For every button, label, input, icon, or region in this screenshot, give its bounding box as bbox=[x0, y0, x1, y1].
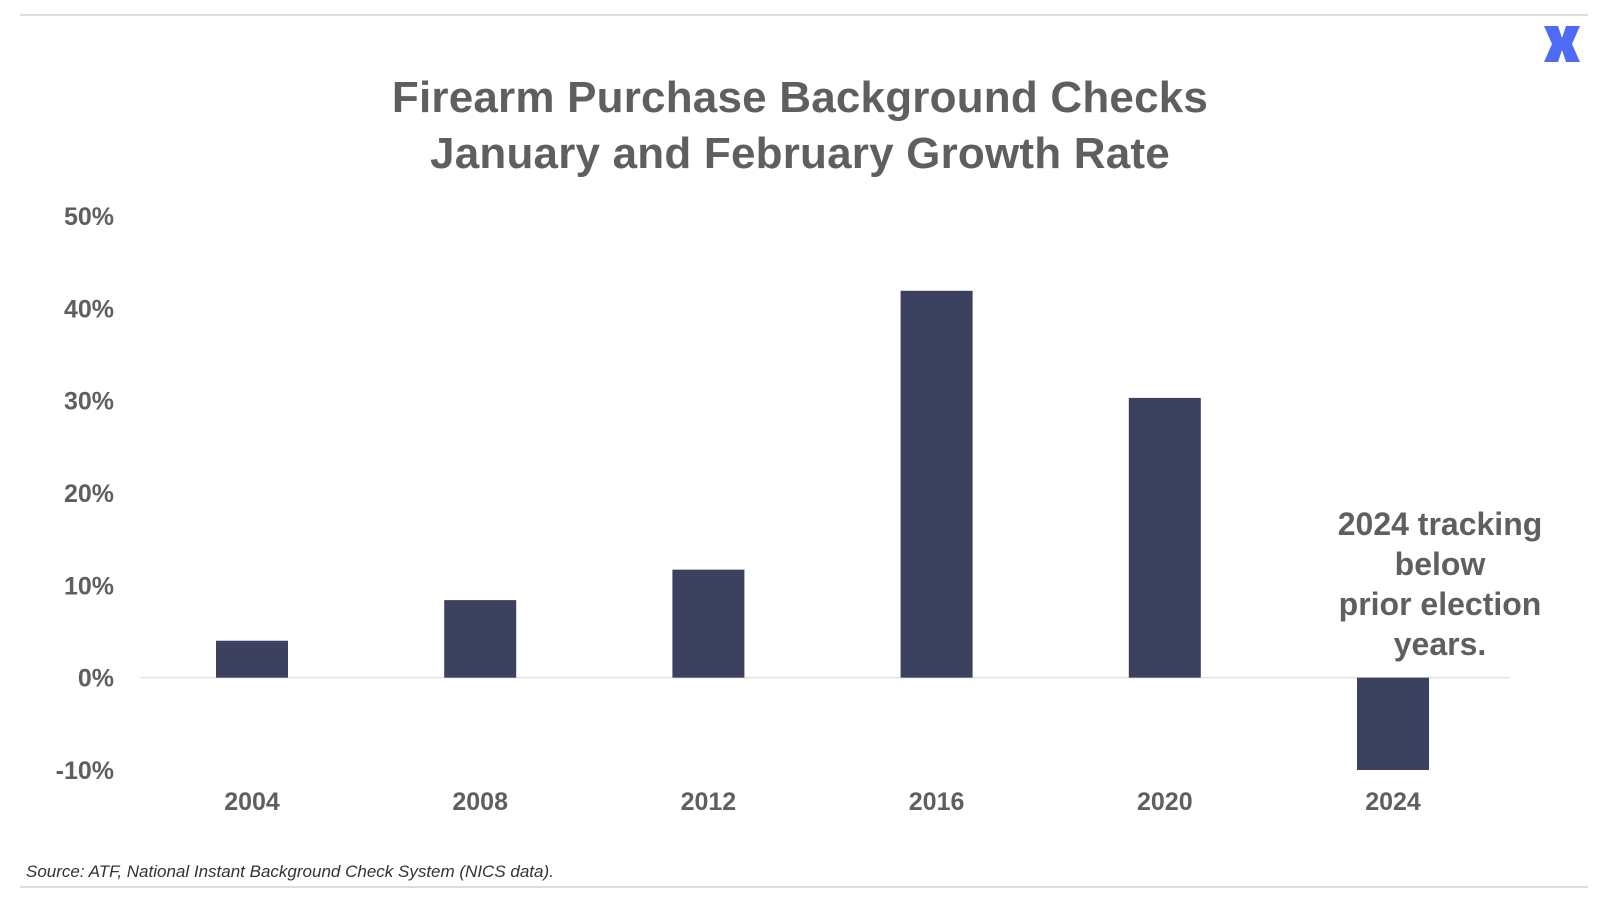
bar-2016 bbox=[900, 290, 973, 678]
bar-2024 bbox=[1357, 677, 1429, 770]
annotation-line-2: below bbox=[1394, 546, 1486, 582]
bottom-divider bbox=[20, 886, 1588, 888]
annotation-line-3: prior election bbox=[1338, 586, 1542, 622]
chart-title-line-1: Firearm Purchase Background Checks bbox=[391, 73, 1209, 122]
x-tick-label: 2008 bbox=[452, 788, 508, 816]
y-tick-label: -10% bbox=[56, 757, 114, 785]
x-tick-label: 2024 bbox=[1365, 788, 1421, 816]
top-divider bbox=[20, 14, 1588, 16]
y-tick-label: 0% bbox=[78, 665, 114, 693]
y-tick-label: 30% bbox=[64, 388, 114, 416]
bar-2012 bbox=[672, 569, 745, 678]
chart-title: Firearm Purchase Background Checks Janua… bbox=[0, 70, 1600, 182]
x-tick-label: 2016 bbox=[909, 788, 965, 816]
bar-2004 bbox=[216, 640, 288, 678]
chart-annotation: 2024 tracking below prior election years… bbox=[1300, 504, 1580, 664]
bar-2020 bbox=[1128, 397, 1201, 678]
x-tick-label: 2020 bbox=[1137, 788, 1193, 816]
chart-title-line-2: January and February Growth Rate bbox=[430, 129, 1170, 178]
annotation-line-1: 2024 tracking bbox=[1337, 506, 1543, 542]
y-tick-label: 50% bbox=[64, 203, 114, 231]
y-tick-label: 20% bbox=[64, 480, 114, 508]
y-tick-label: 40% bbox=[64, 295, 114, 323]
x-tick-label: 2004 bbox=[224, 788, 280, 816]
x-tick-label: 2012 bbox=[681, 788, 737, 816]
annotation-line-4: years. bbox=[1393, 626, 1487, 662]
source-note: Source: ATF, National Instant Background… bbox=[26, 862, 554, 881]
y-tick-label: 10% bbox=[64, 572, 114, 600]
x-mark-logo-icon bbox=[1544, 26, 1580, 62]
bar-2008 bbox=[444, 600, 517, 678]
